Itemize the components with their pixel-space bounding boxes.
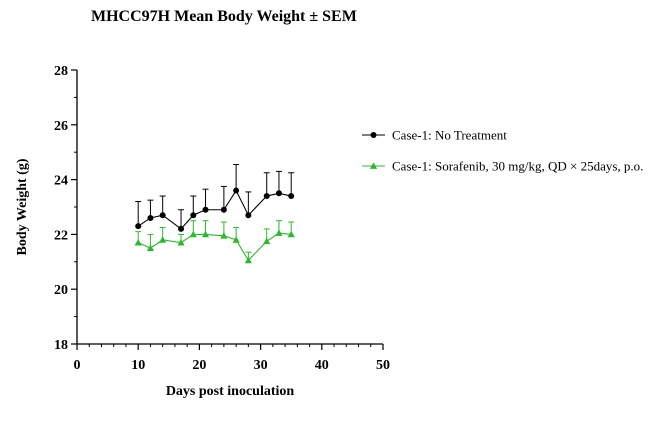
series-line (137, 232, 292, 262)
y-tick-label: 20 (54, 283, 68, 298)
x-tick-label: 30 (254, 358, 268, 373)
data-point (288, 193, 295, 200)
legend-label: Case-1: No Treatment (392, 128, 507, 143)
data-point (135, 223, 142, 230)
y-tick-label: 26 (54, 119, 68, 134)
legend-label: Case-1: Sorafenib, 30 mg/kg, QD × 25days… (392, 159, 643, 174)
chart-title: MHCC97H Mean Body Weight ± SEM (91, 8, 357, 25)
data-point (263, 193, 270, 200)
data-point (275, 190, 282, 197)
data-point (263, 237, 271, 245)
y-axis-title: Body Weight (g) (15, 158, 30, 255)
legend-marker (370, 132, 377, 138)
y-tick-label: 28 (54, 64, 68, 79)
data-point (177, 239, 185, 246)
data-point (159, 212, 166, 219)
legend-item-2: Case-1: Sorafenib, 30 mg/kg, QD × 25days… (362, 159, 643, 174)
data-point (245, 212, 252, 219)
x-tick-label: 50 (376, 358, 390, 373)
y-tick-label: 18 (54, 338, 68, 353)
data-point (190, 212, 197, 219)
legend-marker (369, 162, 378, 169)
x-axis-title: Days post inoculation (166, 384, 295, 399)
data-point (159, 236, 167, 243)
x-tick-label: 40 (315, 358, 329, 373)
data-point (147, 214, 154, 221)
data-point (146, 244, 155, 251)
data-point (201, 230, 210, 238)
data-point (202, 206, 209, 213)
x-tick-label: 10 (131, 358, 145, 373)
x-tick-label: 20 (192, 358, 206, 373)
x-tick-label: 0 (74, 358, 81, 373)
axes (76, 70, 383, 345)
y-tick-label: 24 (54, 174, 68, 189)
legend-item-1: Case-1: No Treatment (362, 128, 507, 143)
y-tick-label: 22 (54, 228, 68, 243)
series-2 (134, 220, 295, 264)
data-point (134, 239, 142, 246)
legend: Case-1: No Treatment Case-1: Sorafenib, 3… (362, 128, 643, 174)
data-point (178, 225, 185, 232)
data-point (287, 230, 295, 238)
data-point (244, 256, 252, 264)
series-layer (134, 164, 295, 264)
ticks (71, 69, 384, 350)
series-1 (135, 164, 295, 232)
data-point (189, 230, 197, 238)
data-point (232, 236, 240, 243)
data-point (275, 229, 283, 236)
data-point (233, 187, 240, 194)
tick-labels: 18 20 22 24 26 28 0 10 20 30 40 50 (54, 64, 390, 373)
data-point (220, 206, 227, 213)
data-point (220, 232, 228, 239)
